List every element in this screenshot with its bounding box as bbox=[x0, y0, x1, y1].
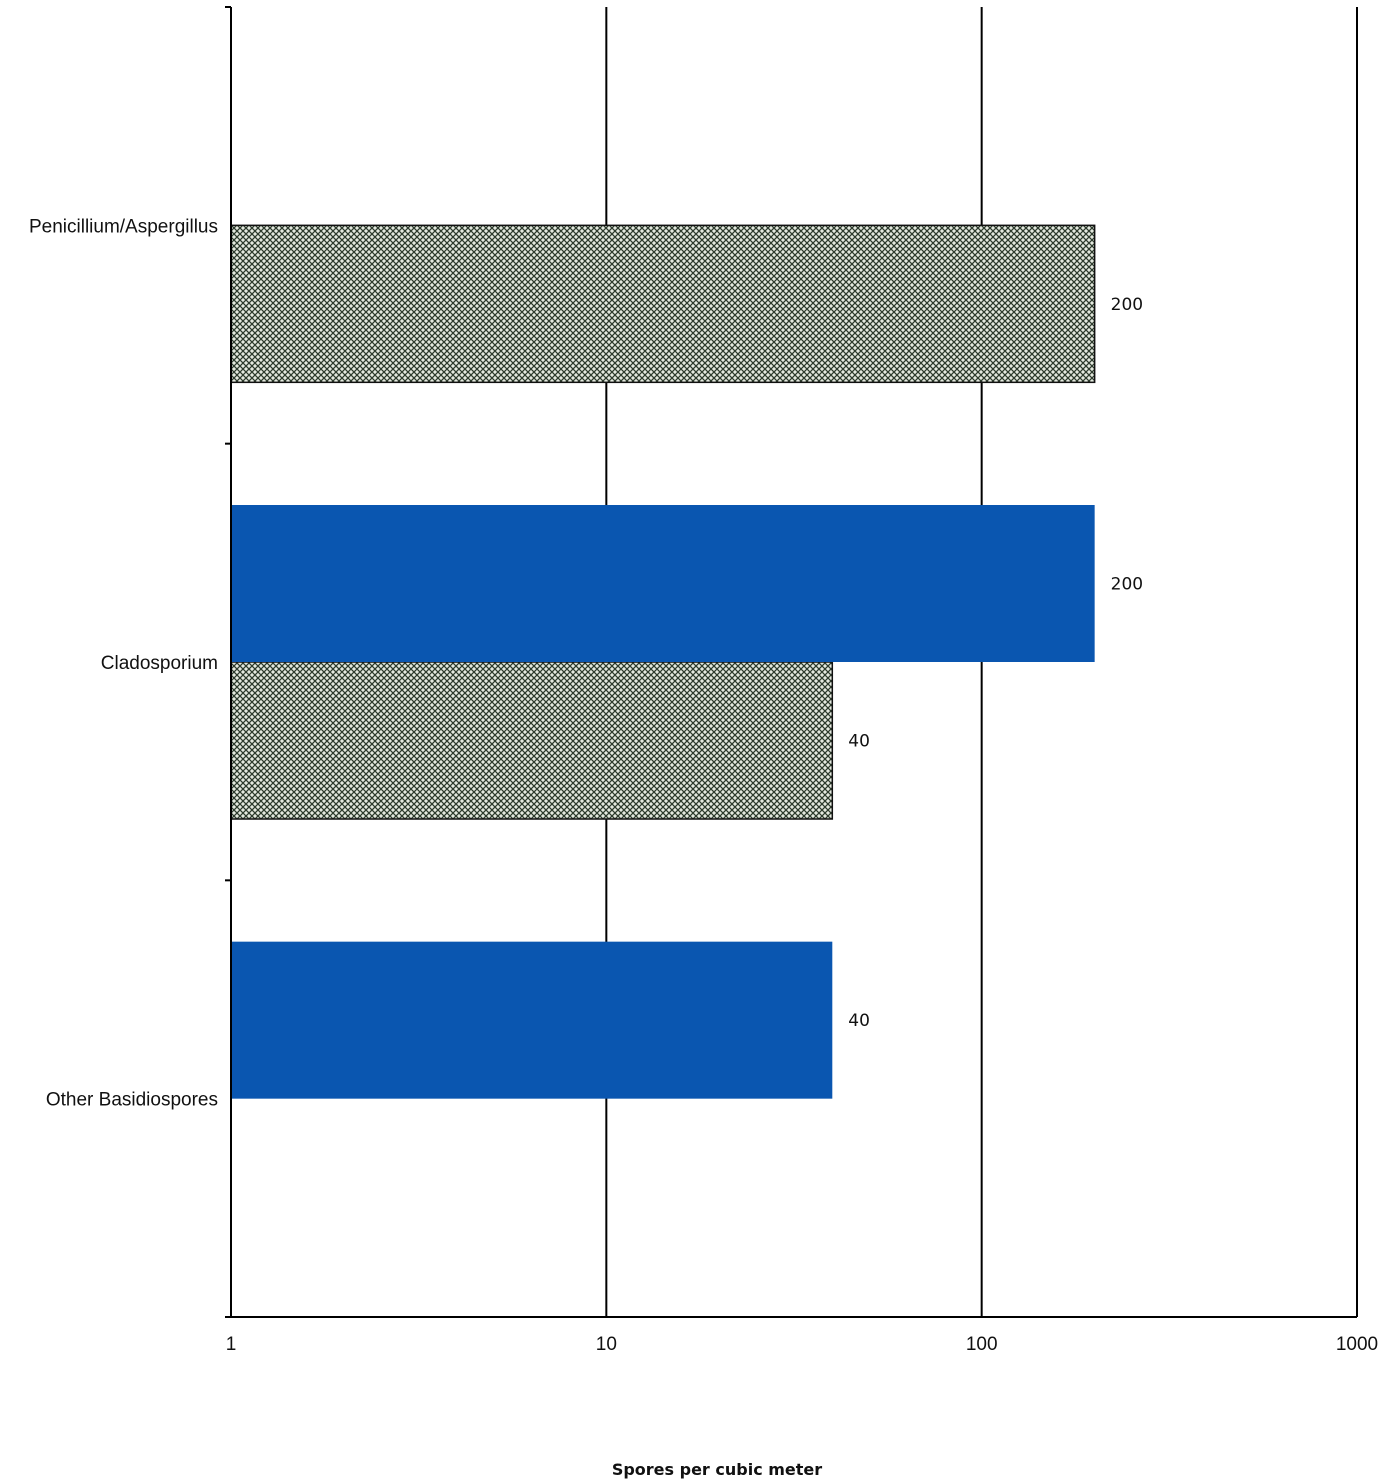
x-tick-label: 1 bbox=[226, 1334, 237, 1355]
bar bbox=[230, 661, 834, 820]
category-label: Cladosporium bbox=[101, 653, 218, 674]
data-label: 40 bbox=[848, 732, 870, 752]
x-tick-label: 1000 bbox=[1336, 1334, 1378, 1355]
x-tick-label: 10 bbox=[596, 1334, 617, 1355]
x-axis-title: Spores per cubic meter bbox=[612, 1460, 822, 1479]
bar bbox=[231, 505, 1095, 662]
axes bbox=[225, 6, 1357, 1318]
bar bbox=[230, 224, 1096, 384]
category-label: Penicillium/Aspergillus bbox=[29, 216, 218, 237]
bars bbox=[230, 224, 1096, 1099]
category-label: Other Basidiospores bbox=[46, 1090, 218, 1111]
data-label: 40 bbox=[848, 1011, 870, 1031]
data-label: 200 bbox=[1111, 575, 1143, 595]
bar bbox=[231, 941, 833, 1099]
labels: 1 10 100 1000 Penicillium/Aspergillus Cladosp… bbox=[29, 216, 1378, 1355]
x-tick-label: 100 bbox=[966, 1334, 998, 1355]
data-label: 200 bbox=[1111, 295, 1143, 315]
